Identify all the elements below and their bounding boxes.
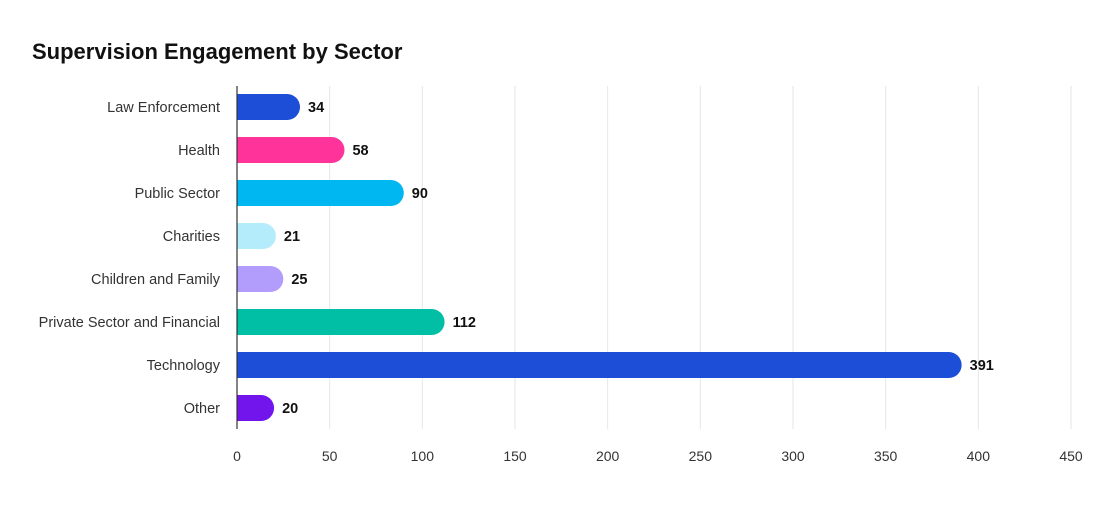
x-tick-label: 450 [1059,448,1083,464]
labels: 0 50 100 150 200 250 300 350 400 450 Law Enforceme… [39,100,1083,464]
bar-other [237,395,275,421]
category-label: Private Sector and Financial [39,315,220,331]
bar-private-sector-and-financial [237,309,445,335]
x-tick-label: 200 [596,448,620,464]
x-tick-label: 0 [233,448,241,464]
value-label: 112 [453,315,476,331]
category-label: Public Sector [135,186,221,202]
bar-children-and-family [237,266,284,292]
bar-health [237,137,345,163]
category-label: Charities [163,229,220,245]
x-tick-label: 100 [411,448,435,464]
category-label: Children and Family [91,272,221,288]
x-tick-label: 350 [874,448,898,464]
x-tick-label: 300 [781,448,805,464]
value-label: 20 [282,401,298,417]
x-tick-label: 400 [967,448,991,464]
bar-technology [237,352,962,378]
x-tick-label: 250 [689,448,713,464]
x-tick-label: 50 [322,448,338,464]
category-label: Health [178,143,220,159]
category-label: Technology [147,358,221,374]
x-tick-label: 150 [503,448,527,464]
bars [237,94,962,421]
value-label: 90 [412,186,428,202]
value-label: 391 [970,358,994,374]
bar-law-enforcement [237,94,301,120]
value-label: 58 [352,143,368,159]
bar-charities [237,223,276,249]
category-label: Law Enforcement [107,100,220,116]
value-label: 34 [308,100,324,116]
bar-public-sector [237,180,404,206]
value-label: 25 [291,272,307,288]
value-label: 21 [284,229,300,245]
chart-title: Supervision Engagement by Sector [32,39,403,64]
category-label: Other [184,401,220,417]
